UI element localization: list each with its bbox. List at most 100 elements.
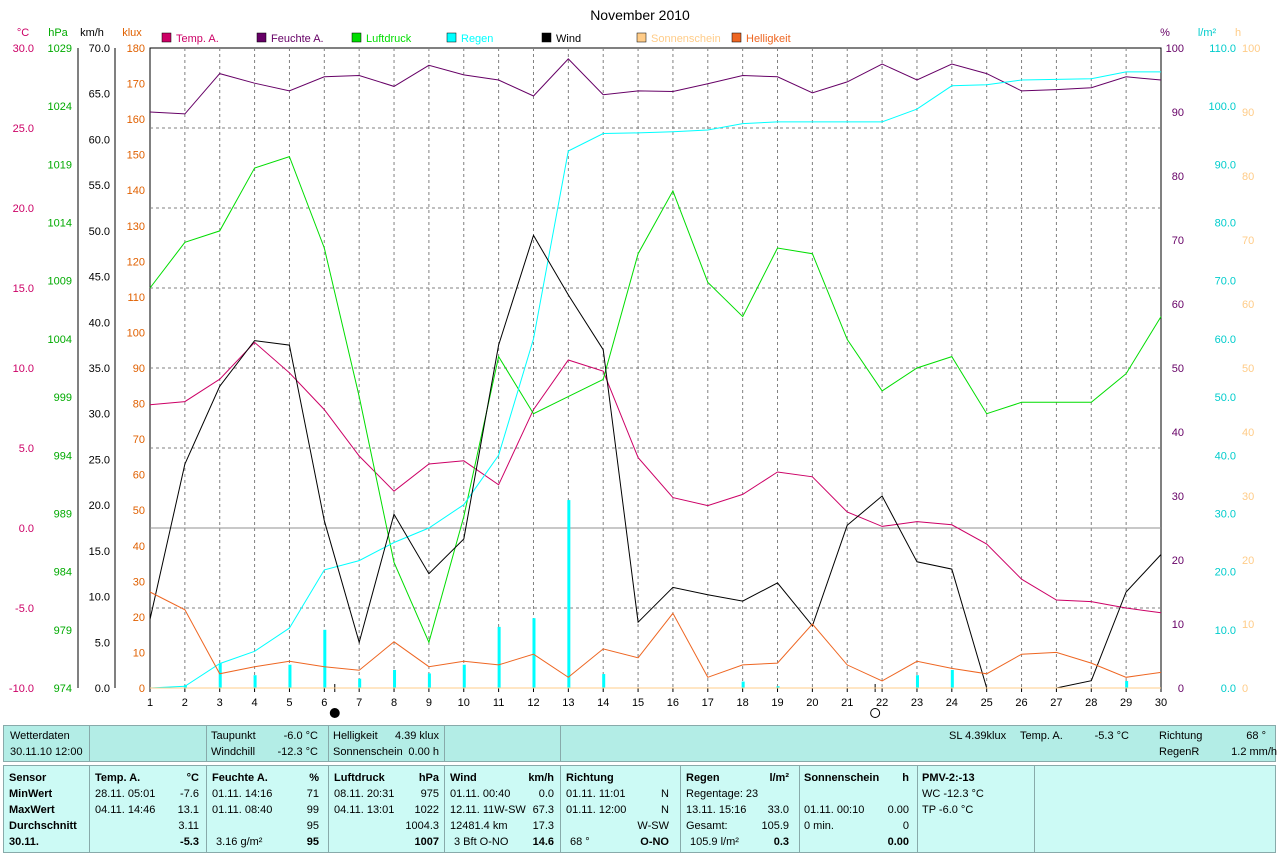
rain-tick-label: 10.0 xyxy=(1215,625,1236,637)
x-tick-label: 20 xyxy=(806,697,818,709)
x-tick-label: 24 xyxy=(946,697,958,709)
series-tempa xyxy=(149,341,1162,614)
wind-tick-label: 0.0 xyxy=(95,683,110,695)
wind-tick-label: 55.0 xyxy=(89,180,110,192)
series-luftdruck xyxy=(149,155,1162,644)
temp-min-value: -7.6 xyxy=(180,788,199,800)
direction-min-date: 01.11. 11:01 xyxy=(566,788,626,800)
rain-bar xyxy=(776,686,780,688)
rain-tick-label: 40.0 xyxy=(1215,450,1236,462)
wind-tick-label: 50.0 xyxy=(89,226,110,238)
humidity-min-value: 71 xyxy=(306,788,319,800)
humidity-tick-label: 70 xyxy=(1172,235,1184,247)
weather-chart: November 2010 1 2 3 4 5 6 7 8 9 10 11 12 13 14 15 16 17 1… xyxy=(8,7,1261,718)
temp-unit-label: °C xyxy=(17,27,29,39)
current-info-panel: Wetterdaten 30.11.10 12:00 Taupunkt -6.0… xyxy=(3,725,1277,762)
wind-current: 14.6 xyxy=(532,836,554,848)
pmv-title: PMV-2:-13 xyxy=(922,772,975,784)
x-tick-label: 25 xyxy=(981,697,993,709)
rain-bar xyxy=(393,669,397,688)
brightness-tick-label: 130 xyxy=(127,221,145,233)
direction-degrees: 68 ° xyxy=(570,836,590,848)
x-tick-label: 16 xyxy=(667,697,679,709)
x-tick-label: 2 xyxy=(182,697,188,709)
legend-swatch xyxy=(256,32,267,43)
rain-unit-label: l/m² xyxy=(1198,27,1217,39)
row-label-max: MaxWert xyxy=(9,804,55,816)
legend-swatch xyxy=(446,32,457,43)
series-lines xyxy=(149,58,1162,689)
wind-tick-label: 60.0 xyxy=(89,134,110,146)
humidity-avg: 95 xyxy=(306,820,319,832)
direction-min-value: N xyxy=(661,788,669,800)
brightness-tick-label: 170 xyxy=(127,79,145,91)
new-moon-icon xyxy=(329,708,340,718)
humidity-tick-label: 20 xyxy=(1172,555,1184,567)
x-tick-label: 23 xyxy=(911,697,923,709)
pressure-tick-label: 1019 xyxy=(48,159,72,171)
x-tick-label: 5 xyxy=(286,697,292,709)
legend-swatch xyxy=(731,32,742,43)
wind-tick-label: 70.0 xyxy=(89,43,110,55)
wind-tick-label: 15.0 xyxy=(89,546,110,558)
wind-min-value: 0.0 xyxy=(538,788,554,800)
pressure-tick-label: 989 xyxy=(54,508,72,520)
sunshine-unit: h xyxy=(902,772,909,784)
temp-max-date: 04.11. 14:46 xyxy=(95,804,156,816)
temp-tick-label: -5.0 xyxy=(15,603,34,615)
windchill-label: Windchill xyxy=(211,746,256,758)
x-tick-label: 27 xyxy=(1050,697,1062,709)
pressure-avg: 1004.3 xyxy=(405,820,439,832)
rain-bar xyxy=(602,674,606,688)
wind-avg: 17.3 xyxy=(532,820,554,832)
x-tick-label: 28 xyxy=(1085,697,1097,709)
temp-unit: °C xyxy=(186,772,199,784)
humidity-tick-label: 60 xyxy=(1172,299,1184,311)
pressure-tick-label: 1024 xyxy=(48,101,72,113)
rain-title: Regen xyxy=(686,772,720,784)
wind-tick-label: 65.0 xyxy=(89,89,110,101)
rain-bar xyxy=(1125,681,1129,688)
brightness-tick-label: 10 xyxy=(133,647,145,659)
wind-tick-label: 10.0 xyxy=(89,592,110,604)
pmv-wc: WC -12.3 °C xyxy=(922,788,984,800)
rain-bar xyxy=(497,626,501,688)
humidity-tick-label: 80 xyxy=(1172,171,1184,183)
legend-label: Wind xyxy=(556,33,581,45)
regenr-value: 1.2 mm/h xyxy=(1231,746,1277,758)
sunshine-tick-label: 100 xyxy=(1242,43,1260,55)
humidity-tick-label: 50 xyxy=(1172,363,1184,375)
brightness-tick-label: 0 xyxy=(139,683,145,695)
sunshine-tick-label: 80 xyxy=(1242,171,1254,183)
direction-max-value: N xyxy=(661,804,669,816)
pressure-min-date: 08.11. 20:31 xyxy=(334,788,395,800)
humidity-min-date: 01.11. 14:16 xyxy=(212,788,273,800)
pressure-unit: hPa xyxy=(418,772,439,784)
humidity-max-date: 01.11. 08:40 xyxy=(212,804,273,816)
legend-label: Luftdruck xyxy=(366,33,412,45)
legend-label: Temp. A. xyxy=(176,33,219,45)
richtung-label: Richtung xyxy=(1159,730,1203,742)
sunshine-tick-label: 50 xyxy=(1242,363,1254,375)
temp-avg: 3.11 xyxy=(178,820,199,832)
x-tick-label: 10 xyxy=(458,697,470,709)
pressure-title: Luftdruck xyxy=(334,772,385,784)
wind-unit-label: km/h xyxy=(80,27,104,39)
legend-swatch xyxy=(541,32,552,43)
humidity-tick-label: 0 xyxy=(1178,683,1184,695)
wetterdaten-label: Wetterdaten xyxy=(10,730,70,742)
brightness-unit-label: klux xyxy=(122,27,142,39)
brightness-tick-label: 120 xyxy=(127,256,145,268)
x-tick-label: 8 xyxy=(391,697,397,709)
x-tick-label: 29 xyxy=(1120,697,1132,709)
wind-tick-label: 45.0 xyxy=(89,272,110,284)
temp-tick-label: 30.0 xyxy=(13,43,34,55)
rain-tick-label: 70.0 xyxy=(1215,276,1236,288)
stats-panel: Sensor MinWert MaxWert Durchschnitt 30.1… xyxy=(3,765,1276,853)
temp-tick-label: 15.0 xyxy=(13,283,34,295)
rain-days: Regentage: 23 xyxy=(686,788,759,800)
rain-bar xyxy=(323,629,327,688)
pressure-tick-label: 1029 xyxy=(48,43,72,55)
x-tick-label: 17 xyxy=(702,697,714,709)
humidity-unit-label: % xyxy=(1160,27,1170,39)
